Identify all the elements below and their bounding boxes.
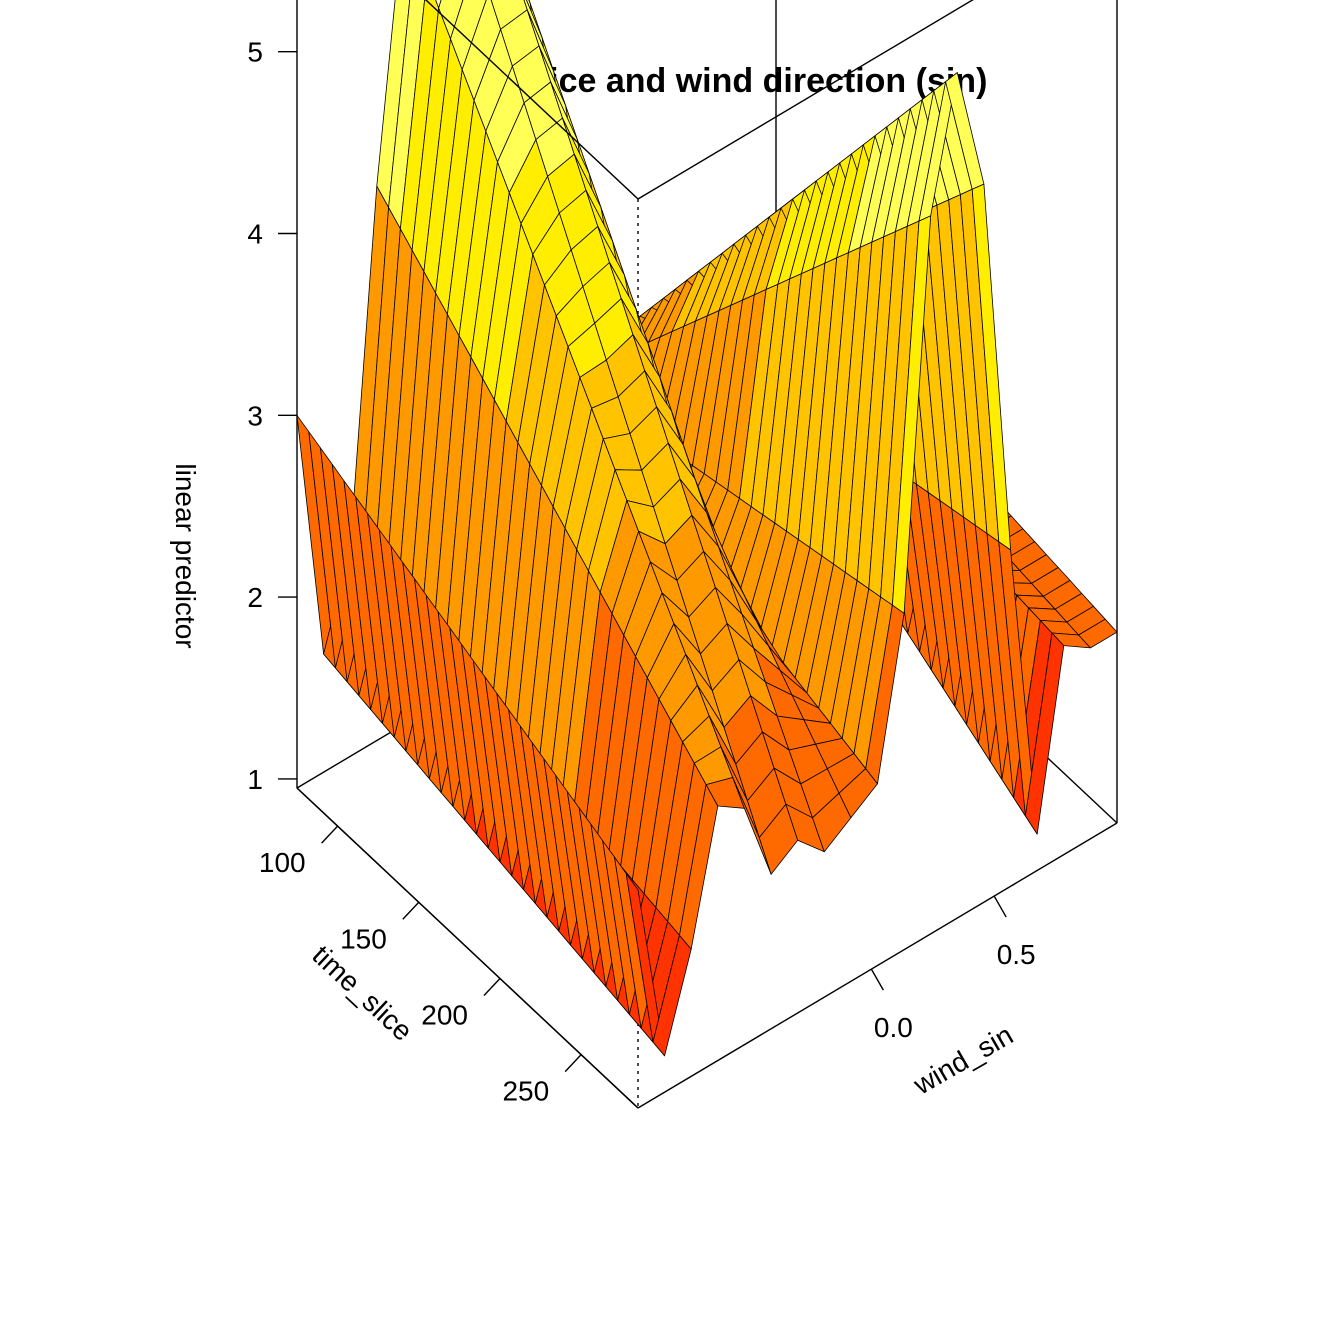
x-tick-label: 250 [502,1076,549,1107]
x-axis-title: time_slice [306,939,418,1047]
surface-facet [435,0,442,9]
y-tick [870,968,884,991]
box-edge [637,0,974,200]
y-tick [993,895,1007,918]
x-tick [402,901,420,920]
x-tick-label: 100 [259,847,306,878]
z-tick-label: 2 [247,582,263,613]
z-tick-label: 5 [247,37,263,68]
z-tick-label: 3 [247,400,263,431]
x-tick-label: 200 [421,999,468,1030]
y-axis-title: wind_sin [907,1019,1018,1101]
x-tick-label: 150 [340,923,387,954]
surface-facet [376,0,411,208]
z-axis-title: linear predictor [170,463,201,648]
surface-facet [388,0,425,230]
x-tick [483,977,501,996]
surface-facet [450,0,487,70]
surface-facet [438,0,464,40]
box-edge [424,0,639,200]
x-tick [321,825,339,844]
z-tick-label: 1 [247,764,263,795]
box-edge [637,822,1118,1109]
x-tick [564,1054,582,1073]
z-tick-label: 4 [247,219,263,250]
y-tick-label: 0.0 [874,1012,913,1043]
y-tick-label: 0.5 [997,939,1036,970]
